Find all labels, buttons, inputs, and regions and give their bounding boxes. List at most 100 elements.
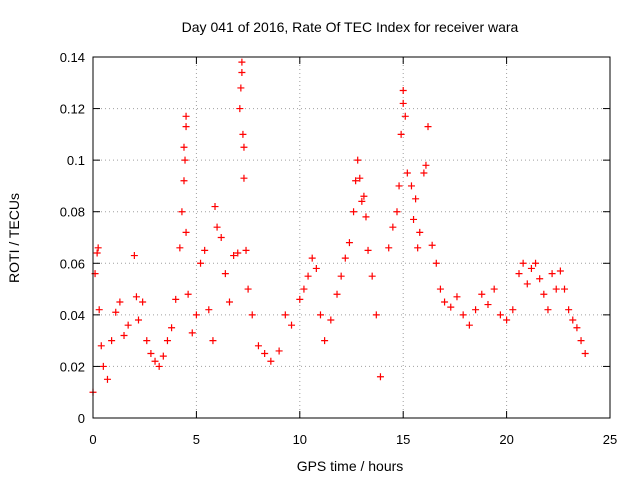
data-point [132, 293, 140, 301]
data-point [99, 362, 107, 370]
data-point [362, 213, 370, 221]
data-point [527, 264, 535, 272]
y-tick-label: 0.04 [60, 308, 85, 323]
data-point [159, 352, 167, 360]
data-point [130, 252, 138, 260]
axis-ticks [92, 56, 611, 419]
data-point [296, 295, 304, 303]
data-point [496, 311, 504, 319]
y-tick-label: 0.12 [60, 102, 85, 117]
data-point [238, 58, 246, 66]
data-point [414, 244, 422, 252]
data-point [358, 197, 366, 205]
data-point [447, 303, 455, 311]
data-point [211, 203, 219, 211]
data-point [327, 316, 335, 324]
chart-title: Day 041 of 2016, Rate Of TEC Index for r… [182, 19, 519, 35]
data-point [288, 321, 296, 329]
data-point [532, 259, 540, 267]
data-point [552, 285, 560, 293]
data-point [364, 246, 372, 254]
y-axis-label: ROTI / TECUs [6, 193, 22, 283]
data-point [248, 311, 256, 319]
data-point [354, 156, 362, 164]
data-point [254, 342, 262, 350]
data-point [147, 350, 155, 358]
y-tick-label: 0 [78, 411, 85, 426]
data-point [399, 87, 407, 95]
data-point [143, 337, 151, 345]
data-point [182, 112, 190, 120]
data-point [221, 270, 229, 278]
y-tick-labels: 0 0.02 0.04 0.06 0.08 0.1 0.12 0.14 [60, 50, 85, 426]
data-point [205, 306, 213, 314]
data-point [312, 264, 320, 272]
data-point [403, 169, 411, 177]
y-tick-label: 0.02 [60, 359, 85, 374]
x-tick-label: 10 [293, 432, 307, 447]
data-point [401, 112, 409, 120]
data-point [181, 156, 189, 164]
data-point [188, 329, 196, 337]
data-point [93, 249, 101, 257]
data-point [238, 68, 246, 76]
data-point [432, 259, 440, 267]
data-point [124, 321, 132, 329]
data-point [151, 357, 159, 365]
data-point [172, 295, 180, 303]
data-point [267, 357, 275, 365]
data-point [569, 316, 577, 324]
data-point [237, 84, 245, 92]
y-tick-label: 0.08 [60, 205, 85, 220]
data-point [389, 223, 397, 231]
data-point [465, 321, 473, 329]
data-point [168, 324, 176, 332]
data-point [577, 337, 585, 345]
data-point [163, 337, 171, 345]
data-point [459, 311, 467, 319]
data-point [420, 169, 428, 177]
data-point [155, 362, 163, 370]
data-point [399, 99, 407, 107]
data-point [230, 252, 238, 260]
data-point [182, 228, 190, 236]
data-point [368, 272, 376, 280]
data-point [393, 208, 401, 216]
data-point [345, 239, 353, 247]
plot-frame [92, 56, 611, 419]
data-point [308, 254, 316, 262]
data-point [95, 306, 103, 314]
y-tick-label: 0.06 [60, 256, 85, 271]
data-point [139, 298, 147, 306]
x-tick-label: 0 [89, 432, 96, 447]
data-point [120, 331, 128, 339]
data-point [385, 244, 393, 252]
data-point [581, 350, 589, 358]
data-point [376, 373, 384, 381]
data-point [112, 308, 120, 316]
data-point [261, 350, 269, 358]
data-point [509, 306, 517, 314]
data-point [209, 337, 217, 345]
data-point [478, 290, 486, 298]
data-point [242, 246, 250, 254]
data-point [407, 182, 415, 190]
data-point [240, 143, 248, 151]
data-point [472, 306, 480, 314]
data-point [356, 174, 364, 182]
data-point [244, 285, 252, 293]
data-point [217, 234, 225, 241]
data-point [337, 272, 345, 280]
data-point [240, 174, 248, 182]
data-point [134, 316, 142, 324]
y-tick-label: 0.14 [60, 50, 85, 65]
data-point [436, 285, 444, 293]
data-point [103, 375, 111, 383]
data-point [544, 306, 552, 314]
data-point [97, 342, 105, 350]
data-point [360, 192, 368, 200]
data-point [281, 311, 289, 319]
data-point [341, 254, 349, 262]
data-point [316, 311, 324, 319]
